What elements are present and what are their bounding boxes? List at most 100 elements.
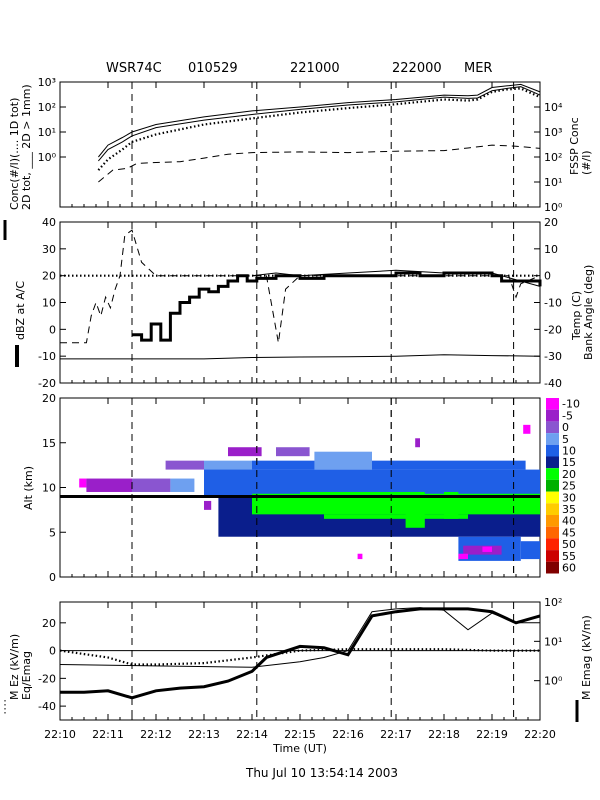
heatmap-cell [79,478,87,488]
alt-left-tick-label: 20 [42,392,56,405]
conc-right-tick-label: 10³ [544,126,562,139]
alt-left-tick-label: 15 [42,437,56,450]
dbz-right-tick-label: -10 [544,297,562,310]
conc-series-3 [98,144,541,183]
colorbar-swatch [546,479,559,492]
dbz-legend-marker [15,345,19,367]
alt-left-label: Alt (km) [22,466,35,510]
dbz-right-tick-label: 20 [544,216,558,229]
heatmap-cell [204,500,212,510]
efield-right-tick-label: 10¹ [544,635,562,648]
colorbar-swatch [546,433,559,445]
dbz-right-label-1: Temp (C) [570,291,583,341]
efield-left-tick-label: 20 [42,617,56,630]
colorbar-swatch [546,515,559,527]
conc-left-tick-label: 10² [38,101,56,114]
x-tick-label: 22:14 [236,728,268,741]
efield-left-label-1: M Ez (kV/m) [8,634,21,700]
x-tick-label: 22:13 [188,728,220,741]
x-tick-label: 22:16 [332,728,364,741]
efield-left-label-2: Eq/Emag [20,651,33,700]
x-axis-label: Time (UT) [272,742,327,755]
header-date: 010529 [188,61,238,76]
colorbar-swatch [546,503,559,515]
colorbar-swatch [546,398,559,410]
panels: 22:10 22:11 22:12 22:13 22:14 22:15 22:16 22:17… [3,76,580,741]
colorbar-label: 60 [562,562,576,575]
dbz-left-tick-label: 40 [42,216,56,229]
dbz-left-tick-label: 10 [42,297,56,310]
colorbar-swatch [546,526,559,539]
dbz-left-tick-label: -10 [38,350,56,363]
x-tick-label: 22:17 [380,728,412,741]
colorbar-label: 15 [562,456,576,469]
efield-series-0 [60,607,541,700]
dbz-right-tick-label: -20 [544,323,562,336]
colorbar-label: 10 [562,445,576,458]
x-tick-label: 22:11 [92,728,124,741]
header-time2: 222000 [392,61,442,76]
heatmap-cell [415,438,420,448]
conc-left-label-1: Conc(#/l)(.... 1D tot) [8,98,21,210]
heatmap-cell [324,514,468,519]
heatmap-cell [314,451,372,470]
dbz-left-tick-label: 20 [42,270,56,283]
heatmap-cell [482,546,492,552]
colorbar-swatch [546,550,559,562]
dbz-left-tick-label: -20 [38,377,56,390]
dbz-right-label-2: Bank Angle (deg) [582,265,595,360]
dbz-right-tick-label: -30 [544,350,562,363]
alt-left-tick-label: 10 [42,482,56,495]
dbz-series-2 [60,354,541,360]
dbz-right-tick-label: -40 [544,377,562,390]
colorbar-label: 25 [562,480,576,493]
conc-series-1 [98,86,541,162]
colorbar-label: 20 [562,468,576,481]
heatmap-cell [276,447,310,457]
heatmap-cell [357,553,363,560]
efield-series-2 [59,648,540,666]
heatmap-cell [86,478,132,492]
efield-series-1 [59,607,540,668]
conc-left-label-2: 2D tot, ___ 2D > 1mm) [20,84,33,210]
colorbar-swatch [546,561,559,574]
colorbar-swatch [546,444,559,457]
efield-left-tick-label: 0 [49,645,56,658]
heatmap-cell [132,478,171,492]
efield-right-tick-label: 10⁰ [544,675,563,688]
heatmap-cell [165,460,204,470]
colorbar-label: 30 [562,491,576,504]
footer-timestamp: Thu Jul 10 13:54:14 2003 [245,766,398,780]
header: WSR74C 010529 221000 222000 MER [106,61,492,76]
colorbar-label: -5 [562,409,573,422]
efield-right-tick-label: 10² [544,596,562,609]
heatmap-cell [523,424,531,434]
heatmap-cell [252,460,526,470]
colorbar-swatch [546,409,559,422]
colorbar-swatch [546,491,559,504]
dbz-right-tick-label: 10 [544,243,558,256]
header-radar: WSR74C [106,61,162,76]
conc-right-tick-label: 10⁴ [544,101,563,114]
conc-right-tick-label: 10¹ [544,176,562,189]
colorbar-label: 40 [562,515,576,528]
heatmap-cell [520,541,540,560]
conc-right-tick-label: 10⁰ [544,201,563,214]
conc-right-label-1: FSSP Conc [568,117,581,175]
header-time1: 221000 [290,61,340,76]
header-site: MER [464,61,492,76]
x-tick-label: 22:19 [476,728,508,741]
x-tick-label: 22:18 [428,728,460,741]
dbz-series-0 [132,271,542,342]
conc-right-label-2: (#/l) [580,150,593,175]
colorbar-swatch [546,421,559,434]
colorbar-swatch [546,456,559,469]
conc-series-0 [98,83,541,158]
colorbar-label: -10 [562,398,580,411]
conc-left-tick-label: 10¹ [38,126,56,139]
heatmap-cell [405,491,425,528]
efield-left-tick-label: -40 [38,700,56,713]
heatmap-cell [170,478,195,492]
dbz-left-tick-label: 30 [42,243,56,256]
x-tick-label: 22:20 [524,728,556,741]
